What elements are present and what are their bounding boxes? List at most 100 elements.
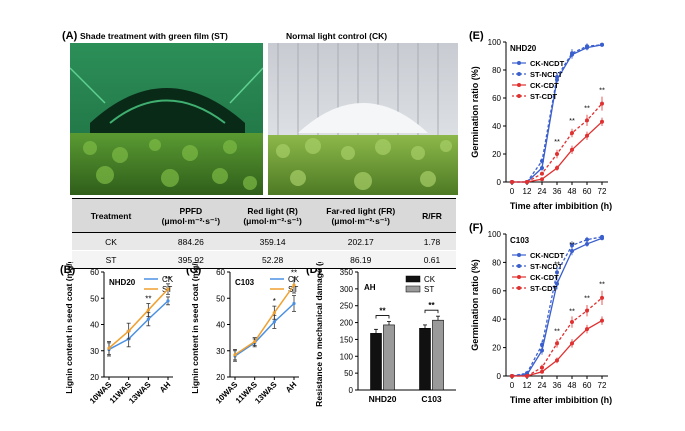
- y-axis-label: Resistance to mechanical damage (g): [314, 262, 324, 407]
- data-point: [570, 341, 574, 346]
- data-point: [540, 159, 544, 163]
- significance-bracket: [375, 315, 390, 319]
- data-point: [600, 295, 604, 300]
- data-point: [600, 318, 604, 323]
- data-point: [540, 177, 544, 182]
- y-tick-label: 150: [340, 335, 354, 344]
- data-point: [272, 311, 276, 315]
- data-point: [585, 118, 589, 123]
- x-tick-label: 60: [583, 381, 592, 390]
- data-point: [540, 369, 544, 374]
- cell: 884.26: [177, 236, 204, 247]
- header-treatment: Treatment: [90, 210, 132, 221]
- series-line: [234, 284, 295, 356]
- data-point: [272, 320, 276, 324]
- data-point: [166, 287, 170, 291]
- x-tick-label: NHD20: [369, 394, 397, 404]
- significance-marker: **: [584, 104, 590, 113]
- data-point: [525, 374, 529, 378]
- significance-marker: **: [428, 301, 435, 310]
- data-point: [570, 147, 574, 152]
- significance-bracket: [424, 309, 439, 314]
- y-tick-label: 80: [492, 66, 501, 75]
- y-tick-label: 60: [492, 94, 501, 103]
- significance-marker: **: [379, 307, 386, 316]
- y-tick-label: 50: [216, 294, 225, 303]
- cell: 395.92: [177, 254, 204, 265]
- x-tick-label: AH: [158, 380, 173, 395]
- data-point: [510, 180, 514, 184]
- table-row: ST 395.92 52.28 86.19 0.61: [72, 250, 456, 269]
- y-tick-label: 30: [90, 347, 99, 356]
- y-axis-label: Lignin content in seed coat (mg/g): [190, 262, 200, 394]
- series-line: [108, 288, 169, 349]
- legend-label: ST-NCDT: [530, 262, 563, 271]
- significance-marker: **: [554, 326, 560, 335]
- data-point: [540, 365, 544, 370]
- greenhouse-photo-st: [70, 43, 263, 195]
- table-row: CK 884.26 359.14 202.17 1.78: [72, 232, 456, 251]
- data-point: [585, 308, 589, 313]
- data-point: [555, 270, 559, 275]
- legend-label: ST-CDT: [530, 92, 558, 101]
- greenhouse-photo-ck: [268, 43, 458, 195]
- x-tick-label: 24: [538, 187, 547, 196]
- cell: 202.17: [347, 236, 374, 247]
- panel-label-d: (D): [306, 264, 322, 276]
- data-point: [555, 152, 559, 156]
- data-point: [540, 166, 544, 170]
- cell: 52.28: [261, 254, 284, 265]
- x-tick-label: 13WAS: [253, 380, 279, 406]
- x-axis-label: Time after imbibition (h): [510, 395, 612, 405]
- legend-label: CK-CDT: [530, 81, 559, 90]
- significance-marker: *: [273, 297, 276, 306]
- photo-caption-st: Shade treatment with green film (ST): [80, 31, 228, 41]
- legend-marker: [517, 94, 521, 98]
- legend-swatch: [405, 275, 421, 283]
- data-point: [585, 44, 589, 49]
- panel-label-e: (E): [469, 30, 484, 42]
- x-tick-label: 12: [523, 381, 532, 390]
- y-tick-label: 30: [216, 347, 225, 356]
- legend-marker: [517, 72, 521, 76]
- legend-marker: [517, 253, 521, 257]
- bar: [370, 333, 382, 391]
- x-tick-label: 72: [598, 187, 607, 196]
- cell: ST: [105, 254, 117, 265]
- legend-label: CK: [424, 275, 436, 284]
- y-tick-label: 100: [488, 38, 502, 47]
- header-red-light: Red light (R) (μmol·m⁻²·s⁻¹): [243, 205, 302, 226]
- data-point: [555, 75, 559, 79]
- header-ppfd: PPFD (μmol·m⁻²·s⁻¹): [161, 205, 221, 226]
- y-tick-label: 250: [340, 302, 354, 311]
- bar: [383, 324, 395, 391]
- y-tick-label: 20: [90, 373, 99, 382]
- data-point: [233, 353, 237, 357]
- data-point: [555, 281, 559, 286]
- legend-label: CK-NCDT: [530, 59, 565, 68]
- header-far-red-light: Far-red light (FR) (μmol·m⁻²·s⁻¹): [326, 205, 396, 226]
- data-point: [292, 283, 296, 287]
- y-tick-label: 350: [340, 268, 354, 277]
- significance-marker: **: [554, 137, 560, 146]
- y-axis-label: Germination ratio (%): [470, 259, 480, 351]
- legend-label: CK: [162, 275, 174, 284]
- legend-marker: [517, 286, 521, 290]
- x-tick-label: 0: [510, 381, 515, 390]
- y-tick-label: 60: [90, 268, 99, 277]
- panel-label-c: (C): [186, 264, 202, 276]
- data-point: [585, 327, 589, 332]
- inset-label: AH: [364, 283, 376, 292]
- data-point: [600, 119, 604, 124]
- data-point: [127, 329, 131, 333]
- y-tick-label: 80: [492, 258, 501, 267]
- data-point: [525, 371, 529, 376]
- y-tick-label: 300: [340, 285, 354, 294]
- legend-marker: [517, 83, 521, 87]
- x-tick-label: 0: [510, 187, 515, 196]
- inset-label: C103: [235, 278, 255, 287]
- legend-marker: [517, 61, 521, 65]
- legend-marker: [517, 264, 521, 268]
- bar: [419, 328, 431, 391]
